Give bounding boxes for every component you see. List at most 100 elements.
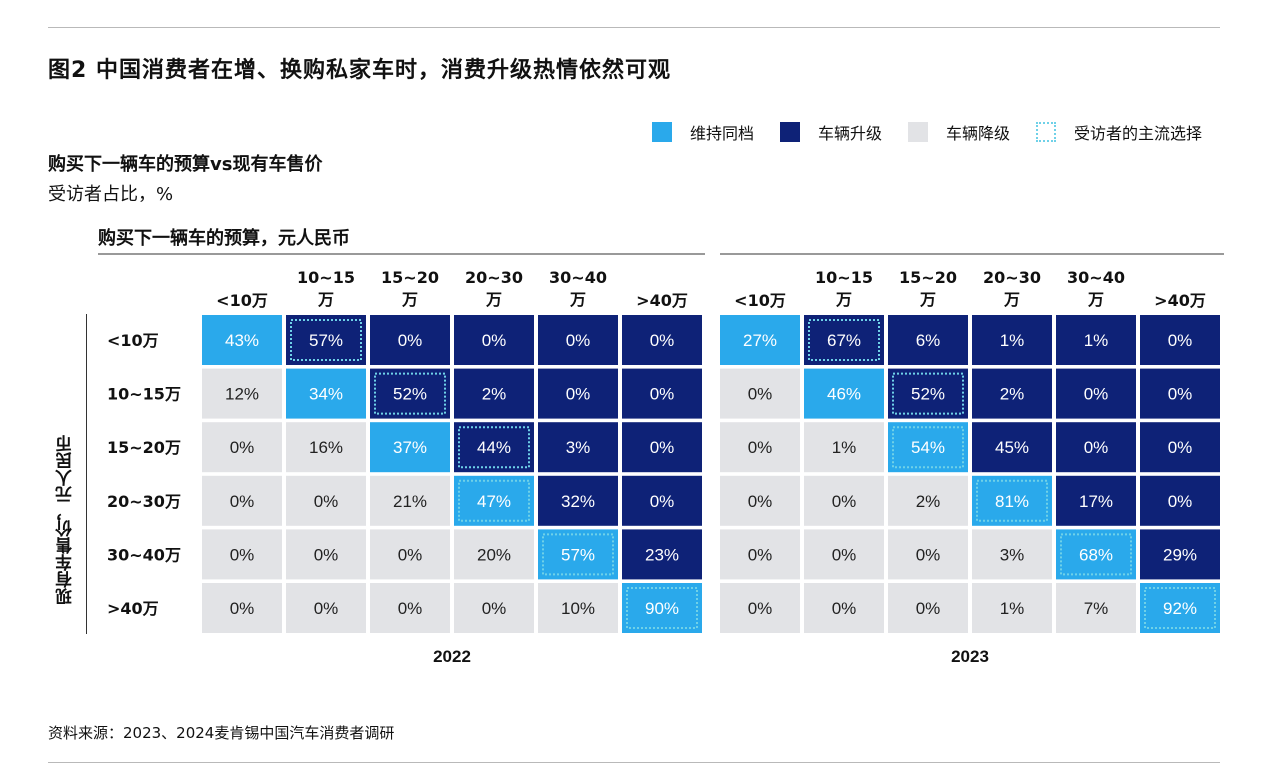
column-label: 万 <box>485 290 502 309</box>
cell-value-label: 1% <box>832 438 857 457</box>
panel-year-label: 2022 <box>433 647 471 666</box>
cell-value-label: 0% <box>230 545 255 564</box>
heatmap-cell <box>622 368 702 419</box>
cell-value-label: 0% <box>482 331 507 350</box>
cell-value-label: 1% <box>1084 331 1109 350</box>
legend-label-upgrade: 车辆升级 <box>818 124 883 143</box>
heatmap-cell <box>1056 315 1136 365</box>
heatmap-cell <box>622 583 702 633</box>
cell-value-label: 0% <box>748 438 773 457</box>
column-label: 万 <box>1087 290 1104 309</box>
cell-value-label: 2% <box>916 492 941 511</box>
heatmap-cell <box>888 368 968 419</box>
heatmap-cell <box>286 368 366 419</box>
heatmap-cell <box>804 422 884 473</box>
column-label: 10~15 <box>815 268 873 287</box>
column-label: 30~40 <box>1067 268 1125 287</box>
heatmap-cell <box>720 529 800 580</box>
heatmap-cell <box>370 583 450 633</box>
heatmap-cell <box>454 315 534 365</box>
heatmap-cell <box>1140 583 1220 633</box>
cell-value-label: 12% <box>225 385 259 404</box>
cell-value-label: 0% <box>1084 385 1109 404</box>
cell-value-label: 37% <box>393 438 427 457</box>
column-label: 15~20 <box>899 268 957 287</box>
cell-value-label: 0% <box>1084 438 1109 457</box>
column-label: 10~15 <box>297 268 355 287</box>
cell-value-label: 44% <box>477 438 511 457</box>
heatmap-cell <box>370 315 450 365</box>
cell-value-label: 20% <box>477 545 511 564</box>
heatmap-cell <box>1140 368 1220 419</box>
heatmap-cell <box>622 475 702 526</box>
heatmap-cell <box>972 315 1052 365</box>
heatmap-cell <box>804 583 884 633</box>
chart-subtitle: 购买下一辆车的预算vs现有车售价 <box>48 154 323 175</box>
column-label: 15~20 <box>381 268 439 287</box>
heatmap-cell <box>454 422 534 473</box>
cell-value-label: 2% <box>1000 385 1025 404</box>
cell-value-label: 0% <box>748 492 773 511</box>
heatmap-cell <box>538 475 618 526</box>
heatmap-cell <box>972 529 1052 580</box>
column-label: 万 <box>919 290 936 309</box>
row-label: <10万 <box>107 331 159 350</box>
cell-value-label: 54% <box>911 438 945 457</box>
mainstream-highlight <box>626 587 698 629</box>
cell-value-label: 27% <box>743 331 777 350</box>
cell-value-label: 0% <box>314 599 339 618</box>
mainstream-highlight <box>892 372 964 415</box>
cell-value-label: 0% <box>230 492 255 511</box>
heatmap-cell <box>370 529 450 580</box>
heatmap-cell <box>888 422 968 473</box>
column-label: 20~30 <box>465 268 523 287</box>
cell-value-label: 0% <box>566 385 591 404</box>
cell-value-label: 67% <box>827 331 861 350</box>
cell-value-label: 57% <box>561 545 595 564</box>
heatmap-cell <box>1056 422 1136 473</box>
column-label: 万 <box>835 290 852 309</box>
heatmap-cell <box>972 475 1052 526</box>
cell-value-label: 0% <box>748 385 773 404</box>
bottom-divider <box>48 762 1220 763</box>
heatmap-cell <box>720 368 800 419</box>
column-label: 万 <box>317 290 334 309</box>
cell-value-label: 90% <box>645 599 679 618</box>
heatmap-cell <box>720 475 800 526</box>
cell-value-label: 43% <box>225 331 259 350</box>
column-axis-title: 购买下一辆车的预算，元人民币 <box>98 228 350 249</box>
legend-item-upgrade: 车辆升级 <box>780 120 882 144</box>
row-axis-line <box>86 314 87 634</box>
cell-value-label: 0% <box>1168 492 1193 511</box>
heatmap-cell <box>202 368 282 419</box>
heatmap-cell <box>538 315 618 365</box>
legend-item-downgrade: 车辆降级 <box>908 120 1010 144</box>
source-note: 资料来源：2023、2024麦肯锡中国汽车消费者调研 <box>48 724 395 742</box>
cell-value-label: 0% <box>832 599 857 618</box>
heatmap-cell <box>720 422 800 473</box>
heatmap-cell <box>1056 368 1136 419</box>
cell-value-label: 0% <box>748 599 773 618</box>
heatmap-cell <box>370 475 450 526</box>
heatmap-cell <box>370 368 450 419</box>
column-label: <10万 <box>734 291 786 310</box>
heatmap-cell <box>888 529 968 580</box>
legend-item-mainstream: 受访者的主流选择 <box>1036 120 1202 144</box>
heatmap-cell <box>454 368 534 419</box>
cell-value-label: 81% <box>995 492 1029 511</box>
cell-value-label: 0% <box>916 545 941 564</box>
cell-value-label: 29% <box>1163 545 1197 564</box>
heatmap-cell <box>202 529 282 580</box>
column-label: 万 <box>569 290 586 309</box>
cell-value-label: 2% <box>482 385 507 404</box>
heatmap-cell <box>1056 475 1136 526</box>
cell-value-label: 0% <box>1168 438 1193 457</box>
cell-value-label: 0% <box>832 492 857 511</box>
figure-title: 图2 中国消费者在增、换购私家车时，消费升级热情依然可观 <box>48 58 671 83</box>
heatmap-cell <box>202 583 282 633</box>
heatmap-cell <box>202 475 282 526</box>
heatmap-cell <box>286 529 366 580</box>
legend-swatch-same <box>652 122 672 142</box>
heatmap-cell <box>286 422 366 473</box>
heatmap-cell <box>888 475 968 526</box>
